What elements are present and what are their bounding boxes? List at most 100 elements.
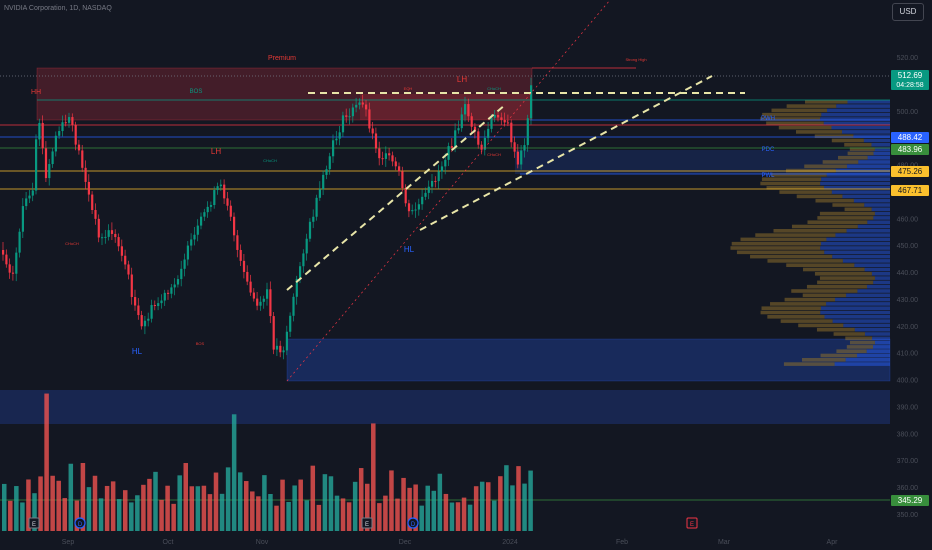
order-block-upper bbox=[360, 94, 532, 120]
candle-body bbox=[384, 153, 387, 159]
profile-bar bbox=[873, 216, 890, 220]
x-tick-label: 2024 bbox=[502, 539, 518, 546]
candle-body bbox=[266, 289, 269, 299]
profile-bar bbox=[853, 198, 890, 203]
currency-button[interactable]: USD bbox=[892, 3, 924, 21]
annotation-label: CHoCH bbox=[487, 152, 501, 157]
profile-bar bbox=[791, 289, 858, 293]
candle-body bbox=[54, 135, 57, 152]
candle-body bbox=[378, 148, 381, 159]
profile-bar bbox=[767, 315, 825, 319]
candle-body bbox=[38, 122, 41, 140]
candle-body bbox=[153, 305, 156, 307]
profile-bar bbox=[814, 272, 872, 276]
candle-body bbox=[470, 116, 473, 127]
profile-bar bbox=[837, 155, 868, 160]
profile-bar bbox=[864, 203, 890, 207]
last-price-tag bbox=[891, 70, 929, 90]
candle-body bbox=[143, 320, 147, 327]
profile-bar bbox=[821, 177, 890, 181]
candle-body bbox=[137, 305, 140, 316]
time-axis: Sep Oct Nov Dec 2024 Feb Mar Apr bbox=[62, 539, 838, 546]
candle-body bbox=[289, 315, 292, 332]
y-tick-label: 450.00 bbox=[897, 243, 919, 250]
candle-body bbox=[176, 279, 180, 285]
candle-body bbox=[404, 188, 407, 204]
candle-body bbox=[308, 221, 312, 239]
candle-body bbox=[259, 301, 262, 306]
y-tick-label: 370.00 bbox=[897, 458, 919, 465]
candle-body bbox=[35, 139, 38, 191]
volume-bar bbox=[479, 481, 485, 531]
candle-body bbox=[325, 169, 328, 175]
volume-bar bbox=[334, 495, 340, 531]
profile-bar bbox=[844, 207, 872, 212]
volume-bar bbox=[486, 482, 491, 531]
volume-bar bbox=[32, 493, 37, 531]
profile-bar bbox=[842, 259, 890, 263]
profile-bar bbox=[804, 164, 848, 169]
volume-bar bbox=[62, 498, 67, 531]
candle-body bbox=[355, 104, 358, 108]
candle-body bbox=[285, 331, 288, 351]
price-axis: 520.00510.00500.00490.00480.00470.00460.… bbox=[891, 55, 929, 519]
price-label-value: 345.29 bbox=[898, 496, 923, 505]
event-marker-label: D bbox=[78, 522, 83, 528]
candle-body bbox=[81, 150, 84, 168]
volume-bar bbox=[274, 505, 279, 531]
candle-body bbox=[460, 114, 463, 129]
annotation-label: HL bbox=[132, 347, 143, 356]
y-tick-label: 350.00 bbox=[897, 512, 919, 519]
candle-body bbox=[275, 345, 279, 350]
candle-body bbox=[193, 234, 196, 240]
profile-bar bbox=[806, 284, 868, 289]
profile-bar bbox=[857, 224, 890, 229]
volume-bar bbox=[292, 485, 297, 531]
premium-zone bbox=[36, 67, 533, 121]
profile-bar bbox=[841, 130, 890, 134]
profile-bar bbox=[771, 108, 828, 113]
volume-bar bbox=[328, 476, 334, 531]
profile-bar bbox=[857, 289, 890, 293]
candle-body bbox=[437, 171, 440, 182]
annotation-label: HH bbox=[31, 89, 41, 96]
candles bbox=[2, 77, 533, 360]
candle-body bbox=[150, 305, 153, 319]
profile-bar bbox=[874, 211, 890, 216]
candle-body bbox=[15, 252, 18, 274]
candle-body bbox=[170, 287, 173, 294]
candle-body bbox=[18, 231, 21, 253]
candle-body bbox=[107, 230, 110, 237]
profile-bar bbox=[873, 280, 890, 285]
volume-bar bbox=[98, 498, 104, 531]
candle-body bbox=[312, 216, 315, 222]
candle-body bbox=[348, 116, 351, 118]
profile-bar bbox=[854, 263, 890, 267]
volume-bar bbox=[358, 468, 364, 531]
earnings-marker bbox=[28, 517, 40, 529]
candle-body bbox=[269, 289, 272, 317]
volume-bar bbox=[395, 498, 400, 531]
profile-bar bbox=[823, 121, 890, 126]
event-marker-label: D bbox=[411, 522, 416, 528]
volume-bar bbox=[528, 470, 533, 531]
candle-body bbox=[361, 102, 364, 105]
y-tick-label: 380.00 bbox=[897, 431, 919, 438]
annotation-label: PDC bbox=[762, 147, 775, 153]
trendlines[interactable] bbox=[286, 0, 745, 382]
candle-body bbox=[114, 233, 117, 238]
candle-body bbox=[203, 212, 206, 217]
candle-body bbox=[130, 274, 133, 298]
volume-bar bbox=[504, 465, 509, 531]
profile-bar bbox=[847, 100, 890, 104]
candle-body bbox=[213, 190, 216, 206]
candle-body bbox=[272, 316, 275, 350]
volume-bar bbox=[467, 504, 473, 531]
profile-bar bbox=[827, 108, 890, 113]
profile-bar bbox=[821, 241, 890, 246]
candle-body bbox=[242, 260, 246, 272]
x-tick-label: Dec bbox=[399, 539, 412, 546]
candle-body bbox=[431, 180, 434, 187]
